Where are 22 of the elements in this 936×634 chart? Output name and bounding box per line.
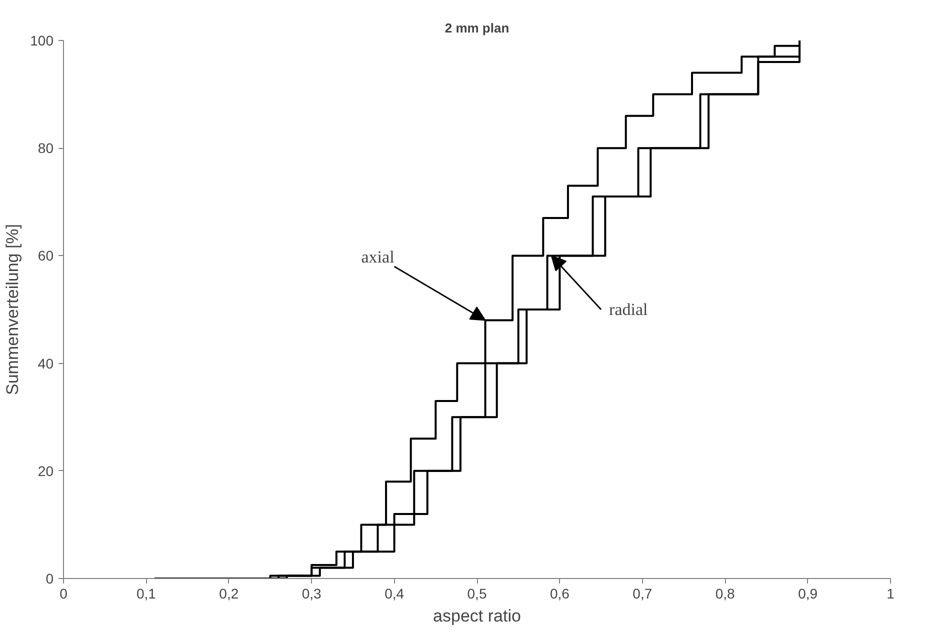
x-tick-label: 0,4 <box>384 586 404 602</box>
x-tick-label: 0,3 <box>302 586 322 602</box>
y-tick-label: 100 <box>30 32 54 48</box>
x-tick-label: 0,7 <box>632 586 652 602</box>
x-tick-label: 1 <box>886 586 895 602</box>
x-tick-label: 0,6 <box>550 586 570 602</box>
x-tick-label: 0,1 <box>136 586 156 602</box>
y-tick-label: 20 <box>38 462 54 479</box>
x-tick-label: 0,9 <box>798 586 818 602</box>
y-axis-title: Summenverteilung [%] <box>3 224 22 396</box>
y-tick-label: 60 <box>38 248 54 264</box>
annotation: radial <box>609 300 648 319</box>
y-tick-label: 40 <box>38 355 54 372</box>
x-tick-label: 0,2 <box>219 586 239 602</box>
annotation: axial <box>361 247 395 266</box>
x-tick-label: 0,8 <box>715 586 736 602</box>
y-tick-label: 80 <box>38 140 54 156</box>
x-tick-label: 0,5 <box>467 586 487 602</box>
x-tick-label: 0 <box>60 586 68 602</box>
chart-title: 2 mm plan <box>444 20 510 36</box>
y-tick-label: 0 <box>46 570 54 586</box>
x-axis-title: aspect ratio <box>433 606 521 626</box>
